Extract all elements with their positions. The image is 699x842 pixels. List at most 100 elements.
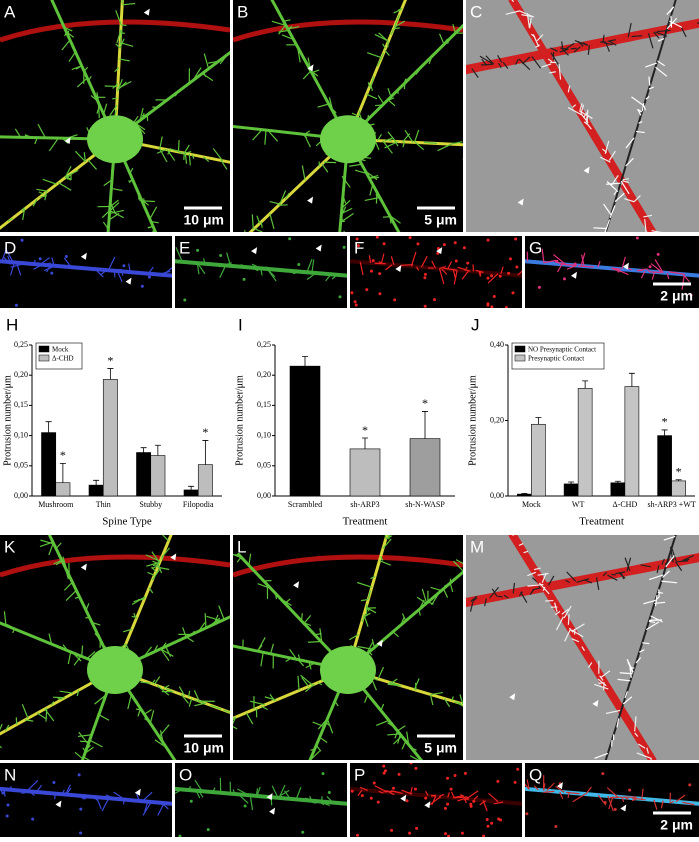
scale-bar-label: 2 μm (660, 817, 693, 833)
puncta (490, 822, 493, 825)
bar (290, 366, 320, 496)
puncta (207, 828, 210, 831)
puncta (328, 791, 331, 794)
puncta (424, 305, 427, 308)
image-content (168, 236, 347, 308)
x-tick-label: Δ-CHD (613, 500, 638, 509)
spine (389, 524, 393, 528)
puncta (343, 246, 346, 249)
puncta (382, 765, 385, 768)
spine (658, 592, 663, 593)
x-tick-label: Mushroom (38, 500, 74, 509)
y-axis-label: Protrusion number/μm (234, 375, 245, 466)
puncta (423, 276, 426, 279)
puncta (512, 291, 515, 294)
puncta (433, 298, 436, 301)
puncta (444, 807, 447, 810)
puncta (444, 832, 447, 835)
panel-letter: D (4, 238, 16, 257)
spine (375, 105, 383, 106)
panel-letter: J (471, 315, 480, 334)
puncta (377, 801, 380, 804)
puncta (486, 277, 489, 280)
puncta (516, 768, 519, 771)
spine (387, 534, 402, 535)
puncta (486, 818, 489, 821)
significance: * (202, 425, 208, 439)
panel-letter: P (354, 765, 365, 784)
puncta (454, 774, 457, 777)
puncta (415, 827, 418, 830)
panel-letter: G (529, 238, 542, 257)
puncta (463, 246, 466, 249)
puncta (490, 274, 493, 277)
soma (87, 115, 143, 163)
puncta (361, 794, 364, 797)
bar (103, 379, 117, 496)
bar (350, 449, 380, 496)
scale-bar-label: 10 μm (184, 740, 224, 756)
panel-letter: H (6, 315, 18, 334)
puncta (373, 782, 376, 785)
error-bar (202, 440, 208, 464)
spine (124, 800, 125, 805)
puncta (338, 295, 341, 298)
image-panel (350, 762, 522, 837)
legend-swatch (515, 355, 525, 361)
image-content (466, 0, 699, 240)
legend-label: Mock (52, 346, 69, 354)
y-tick-label: 0,05 (257, 461, 271, 470)
scale-bar-label: 2 μm (660, 288, 693, 304)
puncta (365, 288, 368, 291)
puncta (554, 825, 557, 828)
x-tick-label: sh-ARP3 +WT (647, 500, 695, 509)
puncta (514, 781, 517, 784)
spine (649, 272, 661, 273)
puncta (443, 243, 446, 246)
bar (611, 483, 625, 496)
y-axis-label: Protrusion number/μm (467, 375, 478, 466)
panel-letter: F (354, 238, 364, 257)
image-panel (466, 0, 699, 240)
puncta (15, 304, 18, 307)
puncta (297, 263, 300, 266)
puncta (472, 800, 475, 803)
puncta (497, 818, 500, 821)
bar (531, 424, 545, 496)
spine (112, 98, 117, 99)
bar (89, 485, 103, 496)
image-content (0, 236, 172, 308)
image-panel (0, 236, 172, 308)
bar (672, 481, 686, 496)
puncta (424, 273, 427, 276)
panel-letter: N (4, 765, 16, 784)
puncta (414, 788, 417, 791)
spine (205, 613, 206, 628)
puncta (79, 831, 82, 834)
spine (144, 198, 145, 206)
x-tick-label: WT (572, 500, 585, 509)
puncta (378, 292, 381, 295)
puncta (301, 831, 304, 834)
image-content (350, 762, 522, 837)
puncta (555, 260, 558, 263)
y-tick-label: 0,10 (257, 430, 271, 439)
puncta (370, 270, 373, 273)
puncta (487, 825, 490, 828)
spine (308, 642, 321, 643)
puncta (393, 298, 396, 301)
panel-letter: A (4, 2, 16, 21)
x-tick-label: Thin (96, 500, 111, 509)
bar (137, 453, 151, 496)
puncta (190, 800, 193, 803)
soma (87, 646, 143, 694)
error-bar (535, 417, 541, 424)
significance: * (362, 423, 368, 437)
spine (568, 614, 569, 624)
puncta (39, 257, 42, 260)
spine (642, 643, 649, 644)
puncta (446, 777, 449, 780)
puncta (390, 829, 393, 832)
spine (498, 596, 503, 597)
spine (431, 795, 436, 796)
